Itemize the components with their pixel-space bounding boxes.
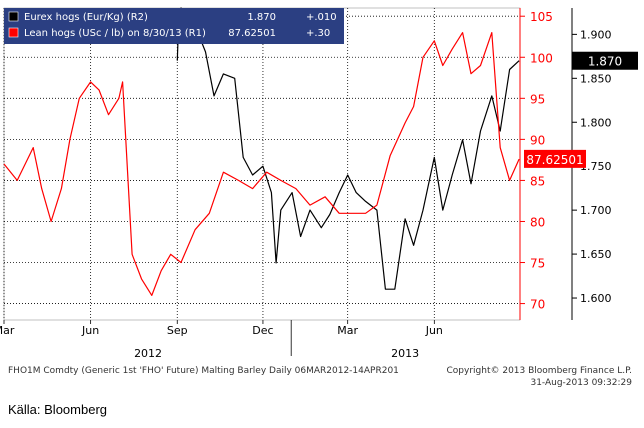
- source-note: Källa: Bloomberg: [8, 402, 107, 417]
- legend-change: +.30: [306, 28, 330, 39]
- y-left-tick-label: 70: [530, 298, 545, 312]
- series-line-lean-hogs: [3, 31, 520, 296]
- y-right-tick-label: 1.750: [580, 160, 612, 173]
- y-right-tick-label: 1.800: [580, 116, 612, 129]
- y-left-tick-label: 80: [530, 215, 545, 229]
- timestamp: 31-Aug-2013 09:32:29: [530, 378, 632, 388]
- legend-series-name: Lean hogs (USc / lb) on 8/30/13 (R1): [24, 28, 206, 39]
- last-value-labels: 1.870 87.62501: [524, 51, 638, 168]
- legend-change: +.010: [306, 12, 337, 23]
- x-year-label: 2012: [134, 347, 162, 360]
- y-axis-left: 70 75 80 85 90 95 100 105: [519, 8, 553, 320]
- last-value-text-eurex: 1.870: [588, 55, 622, 69]
- series-group: [3, 7, 520, 296]
- x-tick-label: Jun: [81, 324, 99, 337]
- x-tick-label: Dec: [252, 324, 273, 337]
- x-tick-label: Mar: [0, 324, 15, 337]
- legend-background: [4, 8, 344, 44]
- legend-swatch: [8, 27, 19, 38]
- legend-swatch: [8, 11, 19, 22]
- y-left-tick-label: 95: [530, 92, 545, 106]
- last-value-tag-eurex: [572, 51, 638, 70]
- y-right-tick-label: 1.900: [580, 28, 612, 41]
- legend: Eurex hogs (Eur/Kg) (R2) 1.870 +.010 Lean h…: [4, 8, 344, 44]
- y-right-tick-label: 1.600: [580, 292, 612, 305]
- copyright: Copyright© 2013 Bloomberg Finance L.P.: [446, 366, 632, 376]
- x-year-label: 2013: [391, 347, 419, 360]
- ticker-line: FHO1M Comdty (Generic 1st 'FHO' Future) …: [8, 366, 399, 376]
- y-left-tick-label: 105: [530, 10, 553, 24]
- x-axis: Mar Jun Sep Dec Mar Jun 2012 2013: [0, 320, 443, 360]
- y-left-tick-label: 75: [530, 257, 545, 271]
- y-right-tick-label: 1.850: [580, 72, 612, 85]
- y-right-tick-label: 1.650: [580, 248, 612, 261]
- plot-area: [3, 7, 521, 321]
- x-tick-label: Sep: [167, 324, 188, 337]
- legend-series-name: Eurex hogs (Eur/Kg) (R2): [24, 12, 148, 23]
- y-right-tick-label: 1.700: [580, 204, 612, 217]
- legend-last-value: 87.62501: [228, 28, 276, 39]
- x-tick-label: Jun: [425, 324, 443, 337]
- y-left-tick-label: 90: [530, 133, 545, 147]
- series-line-eurex-hogs: [176, 7, 520, 290]
- legend-last-value: 1.870: [247, 12, 276, 23]
- last-value-text-lean: 87.62501: [526, 153, 583, 167]
- last-value-tag-lean: [524, 149, 586, 168]
- y-left-tick-label: 85: [530, 174, 545, 188]
- y-left-tick-label: 100: [530, 51, 553, 65]
- x-tick-label: Mar: [337, 324, 358, 337]
